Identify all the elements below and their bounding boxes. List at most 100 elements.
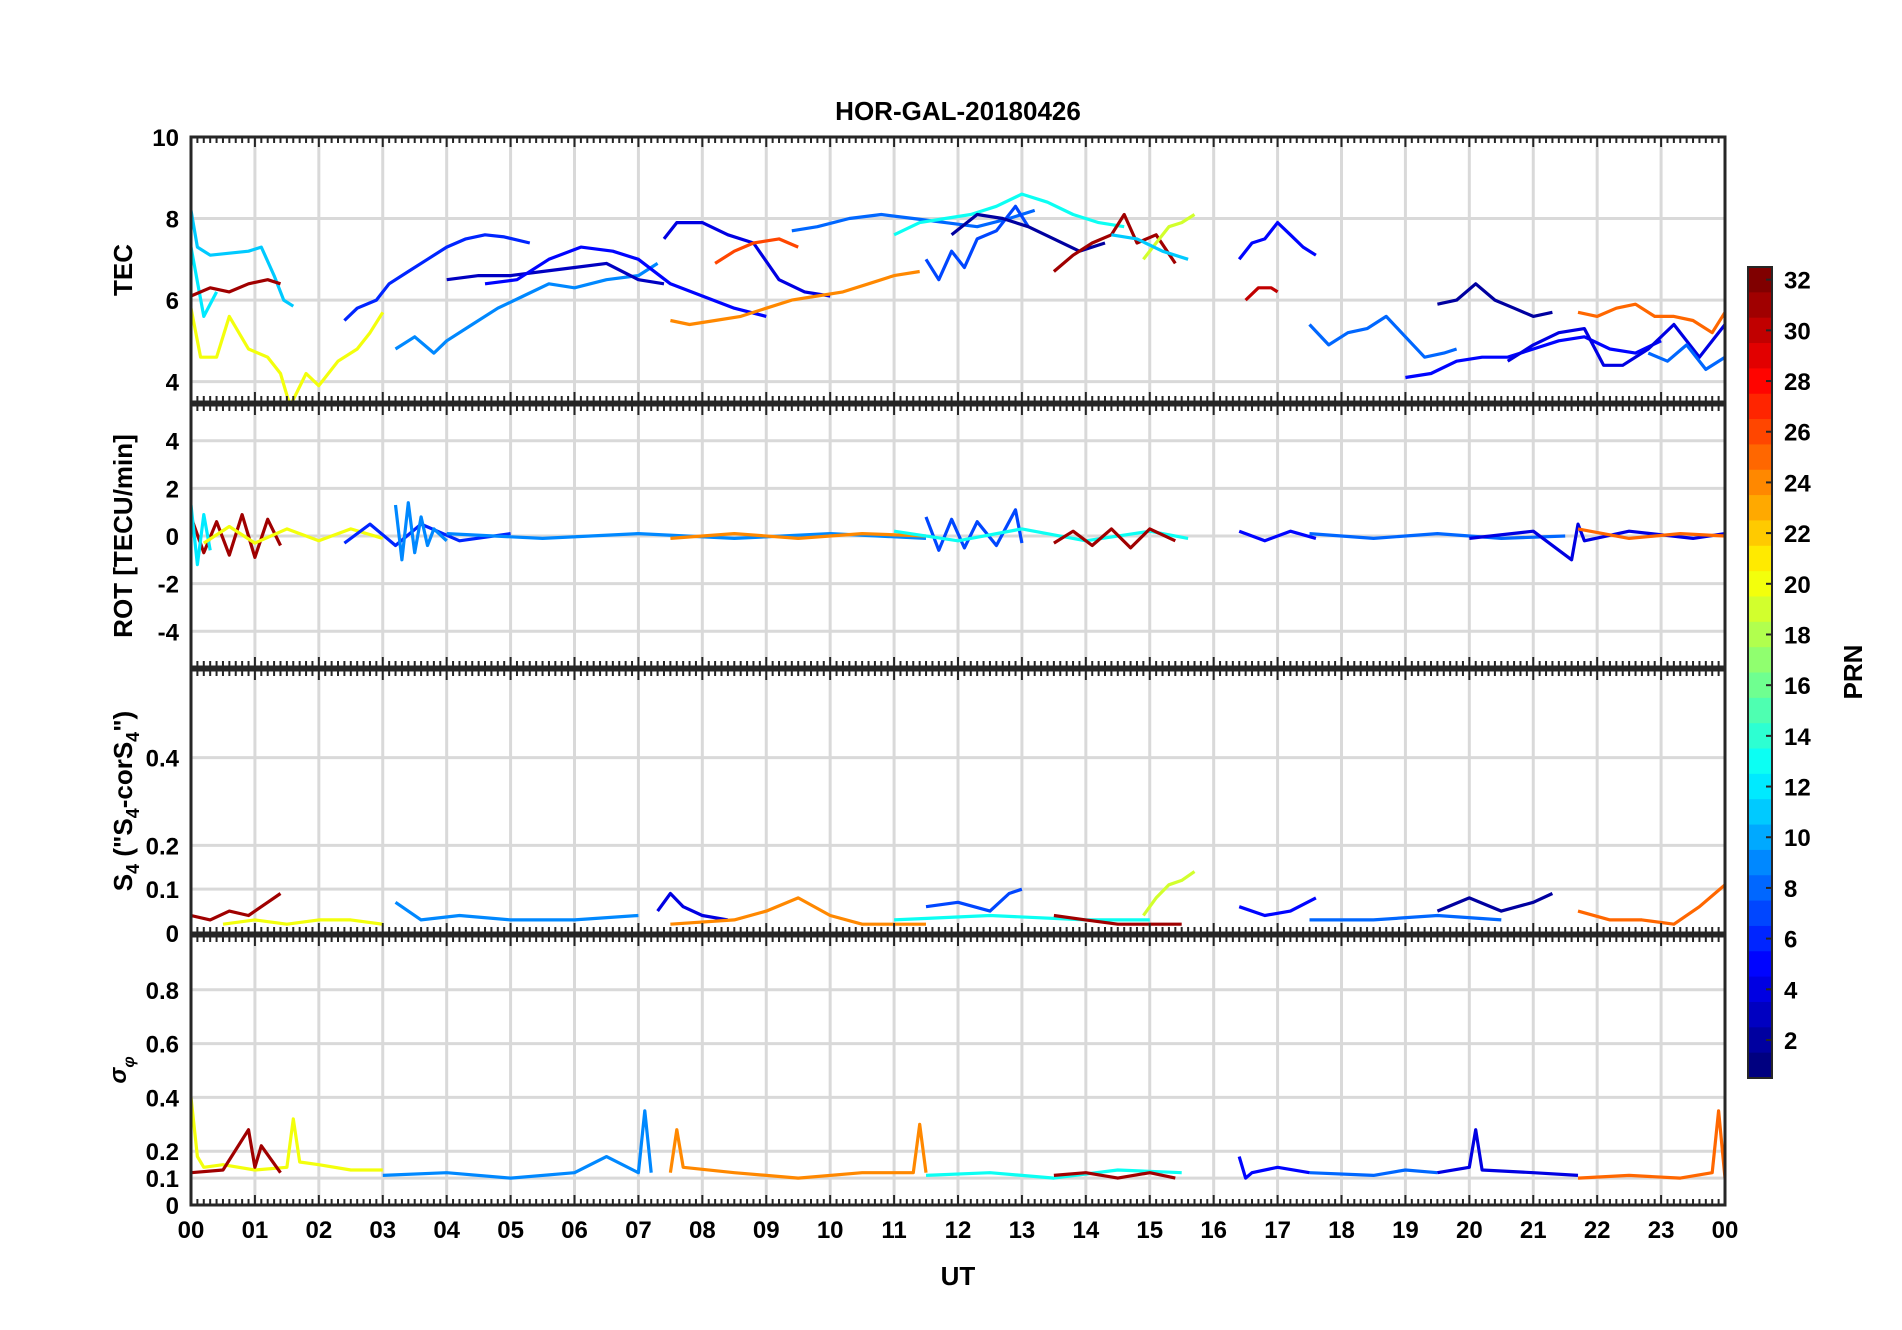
colorbar-segment <box>1748 748 1772 775</box>
y-tick-label: 10 <box>152 125 179 152</box>
y-tick-label: -2 <box>158 572 179 599</box>
series-prn-6 <box>343 233 531 322</box>
colorbar-tick-label: 28 <box>1784 369 1811 396</box>
x-tick-label: 18 <box>1328 1217 1355 1244</box>
series-prn-31 <box>1053 1171 1176 1180</box>
series-prn-9 <box>382 1109 653 1180</box>
axes-box-s4 <box>189 668 1727 935</box>
x-tick-label: 08 <box>689 1217 716 1244</box>
series-prn-25 <box>1577 527 1725 541</box>
x-tick-label: 06 <box>561 1217 588 1244</box>
series-prn-7 <box>924 508 1024 552</box>
axes-box-tec <box>189 135 1727 404</box>
series-prn-8 <box>1309 1168 1438 1178</box>
colorbar-tick-label: 16 <box>1784 673 1811 700</box>
series-prn-31 <box>191 512 282 560</box>
series-prn-5 <box>1238 529 1317 543</box>
series-prn-31 <box>1053 527 1176 550</box>
y-tick-label: 4 <box>166 370 180 397</box>
series-prn-5 <box>484 245 767 318</box>
y-tick-label: 0.6 <box>146 1032 179 1059</box>
series-prn-19 <box>1142 213 1196 261</box>
series-prn-8 <box>1309 913 1502 922</box>
x-tick-label: 00 <box>1712 1217 1739 1244</box>
chart-title: HOR-GAL-20180426 <box>835 96 1081 126</box>
y-tick-label: 8 <box>166 207 179 234</box>
series-prn-31 <box>1052 212 1177 273</box>
y-tick-label: 0.1 <box>146 877 179 904</box>
x-tick-label: 12 <box>945 1217 972 1244</box>
series-prn-2 <box>1436 892 1554 913</box>
x-tick-label: 11 <box>881 1217 906 1244</box>
axes-box-sigma-phi <box>189 934 1727 1207</box>
panel-series-sigma-phi <box>191 1097 1725 1180</box>
x-tick-label: 19 <box>1392 1217 1419 1244</box>
colorbar-tick-label: 30 <box>1784 318 1811 345</box>
series-prn-4 <box>656 891 729 922</box>
series-prn-20 <box>191 307 385 402</box>
x-tick-label: 02 <box>305 1217 332 1244</box>
axes-layer: 46810-4-202400.10.20.400.10.20.40.60.800… <box>146 125 1739 1244</box>
panel-ylabel-sigma-phi: σφ <box>105 1056 138 1083</box>
series-prn-25 <box>1577 1109 1725 1180</box>
colorbar-tick-label: 10 <box>1784 825 1811 852</box>
series-prn-4 <box>1506 322 1725 367</box>
series-prn-5 <box>1237 221 1317 261</box>
series-prn-2 <box>1437 282 1553 318</box>
series-prn-6 <box>343 522 511 548</box>
colorbar-frame <box>1747 266 1773 1079</box>
series-prn-26 <box>714 237 799 265</box>
colorbar-segment <box>1748 697 1772 724</box>
colorbar-tick-label: 2 <box>1784 1028 1797 1055</box>
x-tick-label: 14 <box>1072 1217 1099 1244</box>
series-prn-11 <box>1111 233 1189 261</box>
colorbar-segment <box>1748 393 1772 420</box>
colorbar-tick-label: 12 <box>1784 775 1811 802</box>
x-tick-label: 21 <box>1520 1217 1547 1244</box>
x-tick-label: 23 <box>1648 1217 1675 1244</box>
panel-series-tec <box>191 192 1725 402</box>
series-prn-8 <box>791 208 1036 233</box>
series-prn-9 <box>394 900 639 922</box>
colorbar-segment <box>1748 849 1772 876</box>
panel-ylabel-tec: TEC <box>108 244 138 296</box>
colorbar-tick-label: 22 <box>1784 521 1811 548</box>
series-prn-5 <box>1237 1156 1310 1180</box>
colorbar-tick-label: 24 <box>1784 470 1811 497</box>
y-tick-label: 0 <box>166 524 179 551</box>
y-tick-label: 0.1 <box>146 1166 179 1193</box>
colorbar-segment <box>1748 292 1772 319</box>
x-tick-label: 10 <box>817 1217 844 1244</box>
x-tick-label: 20 <box>1456 1217 1483 1244</box>
colorbar-segment <box>1748 1052 1772 1079</box>
x-tick-label: 09 <box>753 1217 780 1244</box>
series-prn-31 <box>1053 913 1182 926</box>
colorbar-tick-label: 20 <box>1784 572 1811 599</box>
series-prn-8 <box>1308 314 1458 359</box>
panel-ylabel-rot: ROT [TECU/min] <box>108 434 138 638</box>
colorbar-segment <box>1748 951 1772 978</box>
series-prn-4 <box>662 221 831 298</box>
colorbar-segment <box>1748 1001 1772 1028</box>
x-tick-label: 22 <box>1584 1217 1611 1244</box>
series-prn-31 <box>191 278 281 298</box>
series-prn-5 <box>1405 335 1662 380</box>
x-tick-label: 05 <box>497 1217 524 1244</box>
series-prn-11 <box>191 210 295 308</box>
y-tick-label: 4 <box>166 429 180 456</box>
y-tick-label: 0.2 <box>146 833 179 860</box>
colorbar-segment <box>1748 545 1772 572</box>
x-tick-label: 07 <box>625 1217 652 1244</box>
y-tick-label: 0 <box>166 1193 179 1220</box>
x-tick-label: 13 <box>1009 1217 1036 1244</box>
series-prn-20 <box>202 524 384 545</box>
x-tick-label: 03 <box>369 1217 396 1244</box>
x-tick-label: 04 <box>433 1217 460 1244</box>
series-prn-20 <box>222 918 384 926</box>
colorbar-tick-label: 4 <box>1784 977 1798 1004</box>
series-prn-12 <box>191 246 219 318</box>
colorbar-segment <box>1748 900 1772 927</box>
series-prn-5 <box>1238 896 1317 918</box>
panel-series-s4 <box>191 870 1725 926</box>
